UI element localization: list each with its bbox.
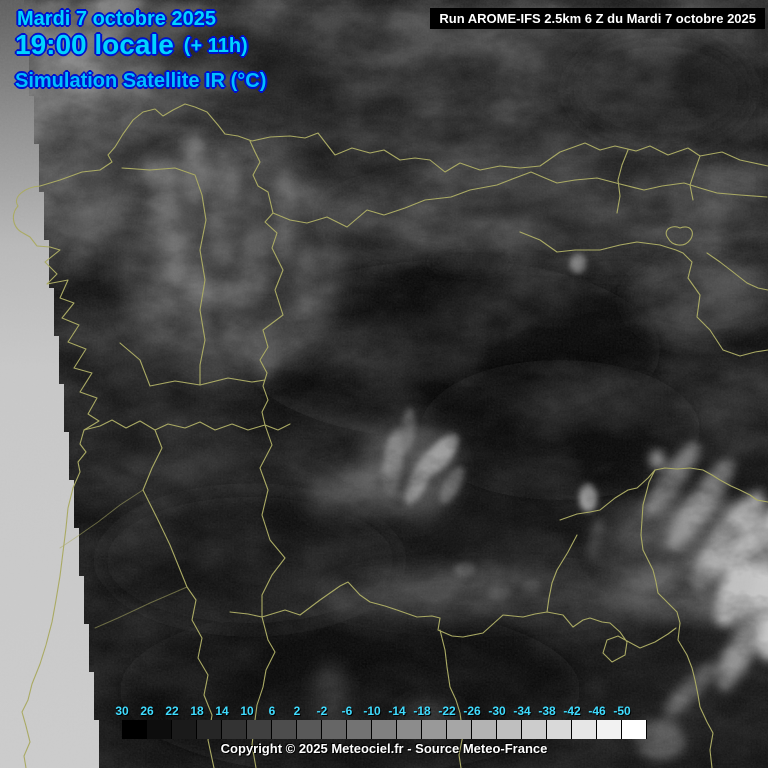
run-info-text: Run AROME-IFS 2.5km 6 Z du Mardi 7 octob… (439, 11, 756, 26)
legend-tick-label: 18 (190, 704, 204, 718)
legend-tick-label: -14 (388, 704, 406, 718)
legend-tick-label: -6 (341, 704, 353, 718)
legend-color-ramp (122, 720, 647, 739)
legend-color-cell (147, 720, 172, 739)
legend-color-cell (247, 720, 272, 739)
run-info-bar: Run AROME-IFS 2.5km 6 Z du Mardi 7 octob… (430, 8, 765, 29)
legend-tick-label: -50 (613, 704, 631, 718)
legend-tick-label: -46 (588, 704, 606, 718)
legend-color-cell (472, 720, 497, 739)
legend-color-cell (122, 720, 147, 739)
legend-color-cell (172, 720, 197, 739)
legend-tick-label: 30 (115, 704, 129, 718)
legend-tick-label: -38 (538, 704, 556, 718)
legend-tick-label: 2 (293, 704, 301, 718)
legend-color-cell (422, 720, 447, 739)
legend-color-cell (397, 720, 422, 739)
legend-color-cell (447, 720, 472, 739)
legend-tick-label: 14 (215, 704, 229, 718)
legend-color-cell (347, 720, 372, 739)
forecast-offset: (+ 11h) (183, 35, 248, 57)
local-time: 19:00 locale (15, 29, 174, 60)
copyright-notice: Copyright © 2025 Meteociel.fr - Source M… (220, 741, 548, 756)
legend-color-cell (522, 720, 547, 739)
legend-color-cell (497, 720, 522, 739)
legend-tick-label: -34 (513, 704, 531, 718)
legend-color-cell (297, 720, 322, 739)
legend-color-cell (222, 720, 247, 739)
legend-color-cell (322, 720, 347, 739)
temperature-legend: 30 26 22 18 14 10 6 2 -2 -6 -10 -14 -18 -22 -26 -30 -34-… (115, 704, 649, 740)
legend-tick-label: -42 (563, 704, 581, 718)
date-label: Mardi 7 octobre 2025 (17, 8, 216, 30)
legend-tick-label: -26 (463, 704, 481, 718)
legend-tick-label: -22 (438, 704, 456, 718)
legend-tick-label: -30 (488, 704, 506, 718)
legend-tick-label: 26 (140, 704, 154, 718)
legend-tick-label: -10 (363, 704, 381, 718)
legend-color-cell (272, 720, 297, 739)
legend-tick-label: -18 (413, 704, 431, 718)
legend-tick-label: 10 (240, 704, 254, 718)
time-label: 19:00 locale (+ 11h) (15, 29, 248, 61)
legend-color-cell (197, 720, 222, 739)
legend-color-cell (622, 720, 647, 739)
legend-color-cell (547, 720, 572, 739)
legend-color-cell (572, 720, 597, 739)
legend-tick-label: -2 (316, 704, 328, 718)
map-subtitle: Simulation Satellite IR (°C) (15, 70, 267, 92)
legend-tick-label: 6 (268, 704, 276, 718)
legend-tick-label: 22 (165, 704, 179, 718)
legend-color-cell (372, 720, 397, 739)
legend-color-cell (597, 720, 622, 739)
